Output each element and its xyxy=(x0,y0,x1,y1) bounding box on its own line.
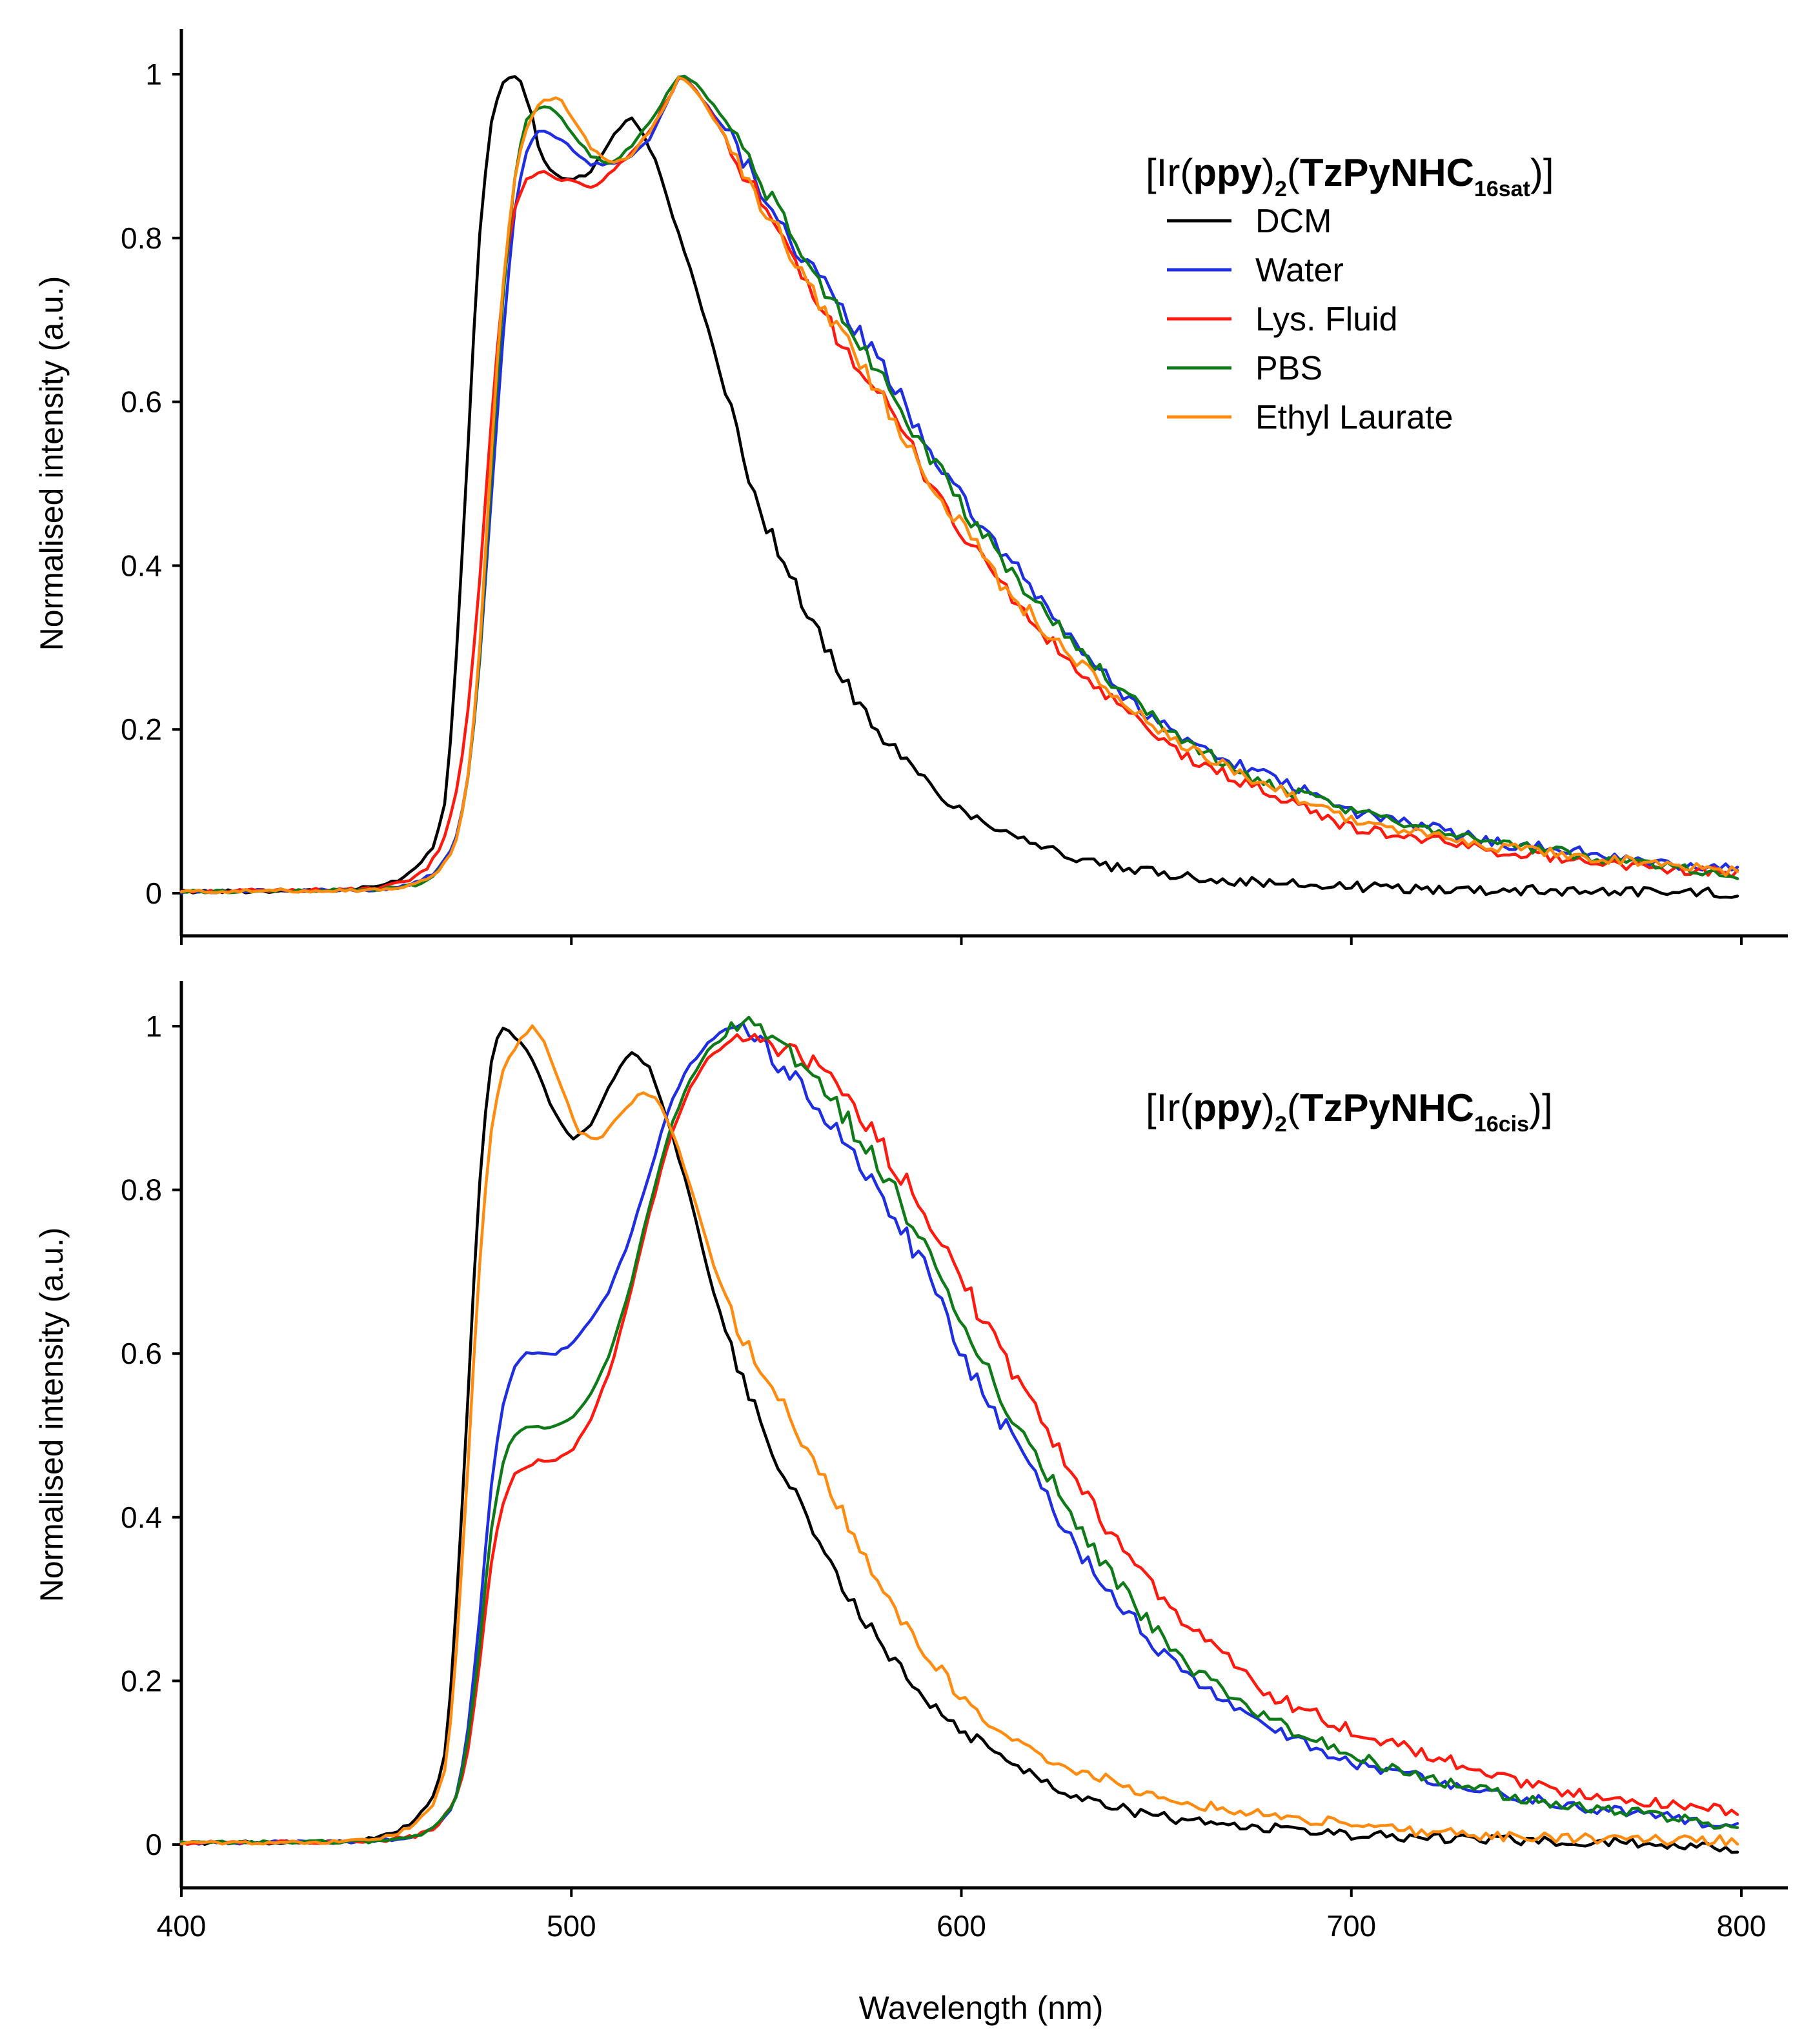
bottom-ticks: 400 500 600 700 800 0 0.2 0.4 0.6 0.8 1 xyxy=(121,1009,1766,1943)
panel-bottom: 400 500 600 700 800 0 0.2 0.4 0.6 0.8 1 Normalised… xyxy=(34,981,1788,1943)
top-y-axis-title: Normalised intensity (a.u.) xyxy=(34,276,70,651)
bottom-series-ethyl-laurate xyxy=(179,1024,1739,1847)
bottom-y-tick-label: 1 xyxy=(145,1009,162,1043)
legend-label: Lys. Fluid xyxy=(1255,301,1398,338)
top-series-group xyxy=(179,74,1739,899)
bottom-x-tick-label: 700 xyxy=(1326,1909,1376,1943)
bottom-y-tick-label: 0.4 xyxy=(121,1501,162,1534)
top-y-tick-label: 0.6 xyxy=(121,385,162,419)
top-ticks: 0 0.2 0.4 0.6 0.8 1 xyxy=(121,57,1743,945)
bottom-y-tick-label: 0.6 xyxy=(121,1337,162,1370)
bottom-series-water xyxy=(179,1022,1739,1846)
bottom-series-pbs xyxy=(179,1015,1739,1845)
bottom-x-tick-label: 400 xyxy=(157,1909,207,1943)
legend-label: Ethyl Laurate xyxy=(1255,399,1453,436)
bottom-y-tick-label: 0.2 xyxy=(121,1664,162,1697)
bottom-panel-title: [Ir(ppy)2(TzPyNHC16cis)] xyxy=(1146,1086,1553,1137)
legend-label: PBS xyxy=(1255,350,1322,387)
top-panel-title: [Ir(ppy)2(TzPyNHC16sat)] xyxy=(1146,151,1554,201)
bottom-y-tick-label: 0.8 xyxy=(121,1173,162,1207)
top-y-tick-label: 1 xyxy=(145,57,162,91)
top-series-dcm xyxy=(179,75,1739,899)
bottom-series-lys-fluid xyxy=(179,1033,1739,1847)
bottom-series-group xyxy=(179,1015,1739,1854)
top-series-ethyl-laurate xyxy=(179,76,1739,895)
x-axis-title: Wavelength (nm) xyxy=(859,1990,1104,2026)
top-y-tick-label: 0.8 xyxy=(121,221,162,255)
bottom-y-axis-title: Normalised intensity (a.u.) xyxy=(34,1228,70,1603)
bottom-series-dcm xyxy=(179,1026,1739,1854)
legend-label: DCM xyxy=(1255,203,1332,240)
top-y-tick-label: 0.2 xyxy=(121,713,162,746)
bottom-x-tick-label: 600 xyxy=(937,1909,986,1943)
bottom-x-tick-label: 800 xyxy=(1717,1909,1767,1943)
panel-top: 0 0.2 0.4 0.6 0.8 1 Normalised intensity (a.u… xyxy=(34,29,1788,945)
bottom-x-tick-label: 500 xyxy=(547,1909,596,1943)
top-y-tick-label: 0 xyxy=(145,876,162,910)
bottom-y-tick-label: 0 xyxy=(145,1828,162,1861)
legend-label: Water xyxy=(1255,252,1344,289)
top-y-tick-label: 0.4 xyxy=(121,549,162,582)
top-legend: DCM Water Lys. Fluid PBS Ethyl Laurate xyxy=(1167,203,1453,436)
